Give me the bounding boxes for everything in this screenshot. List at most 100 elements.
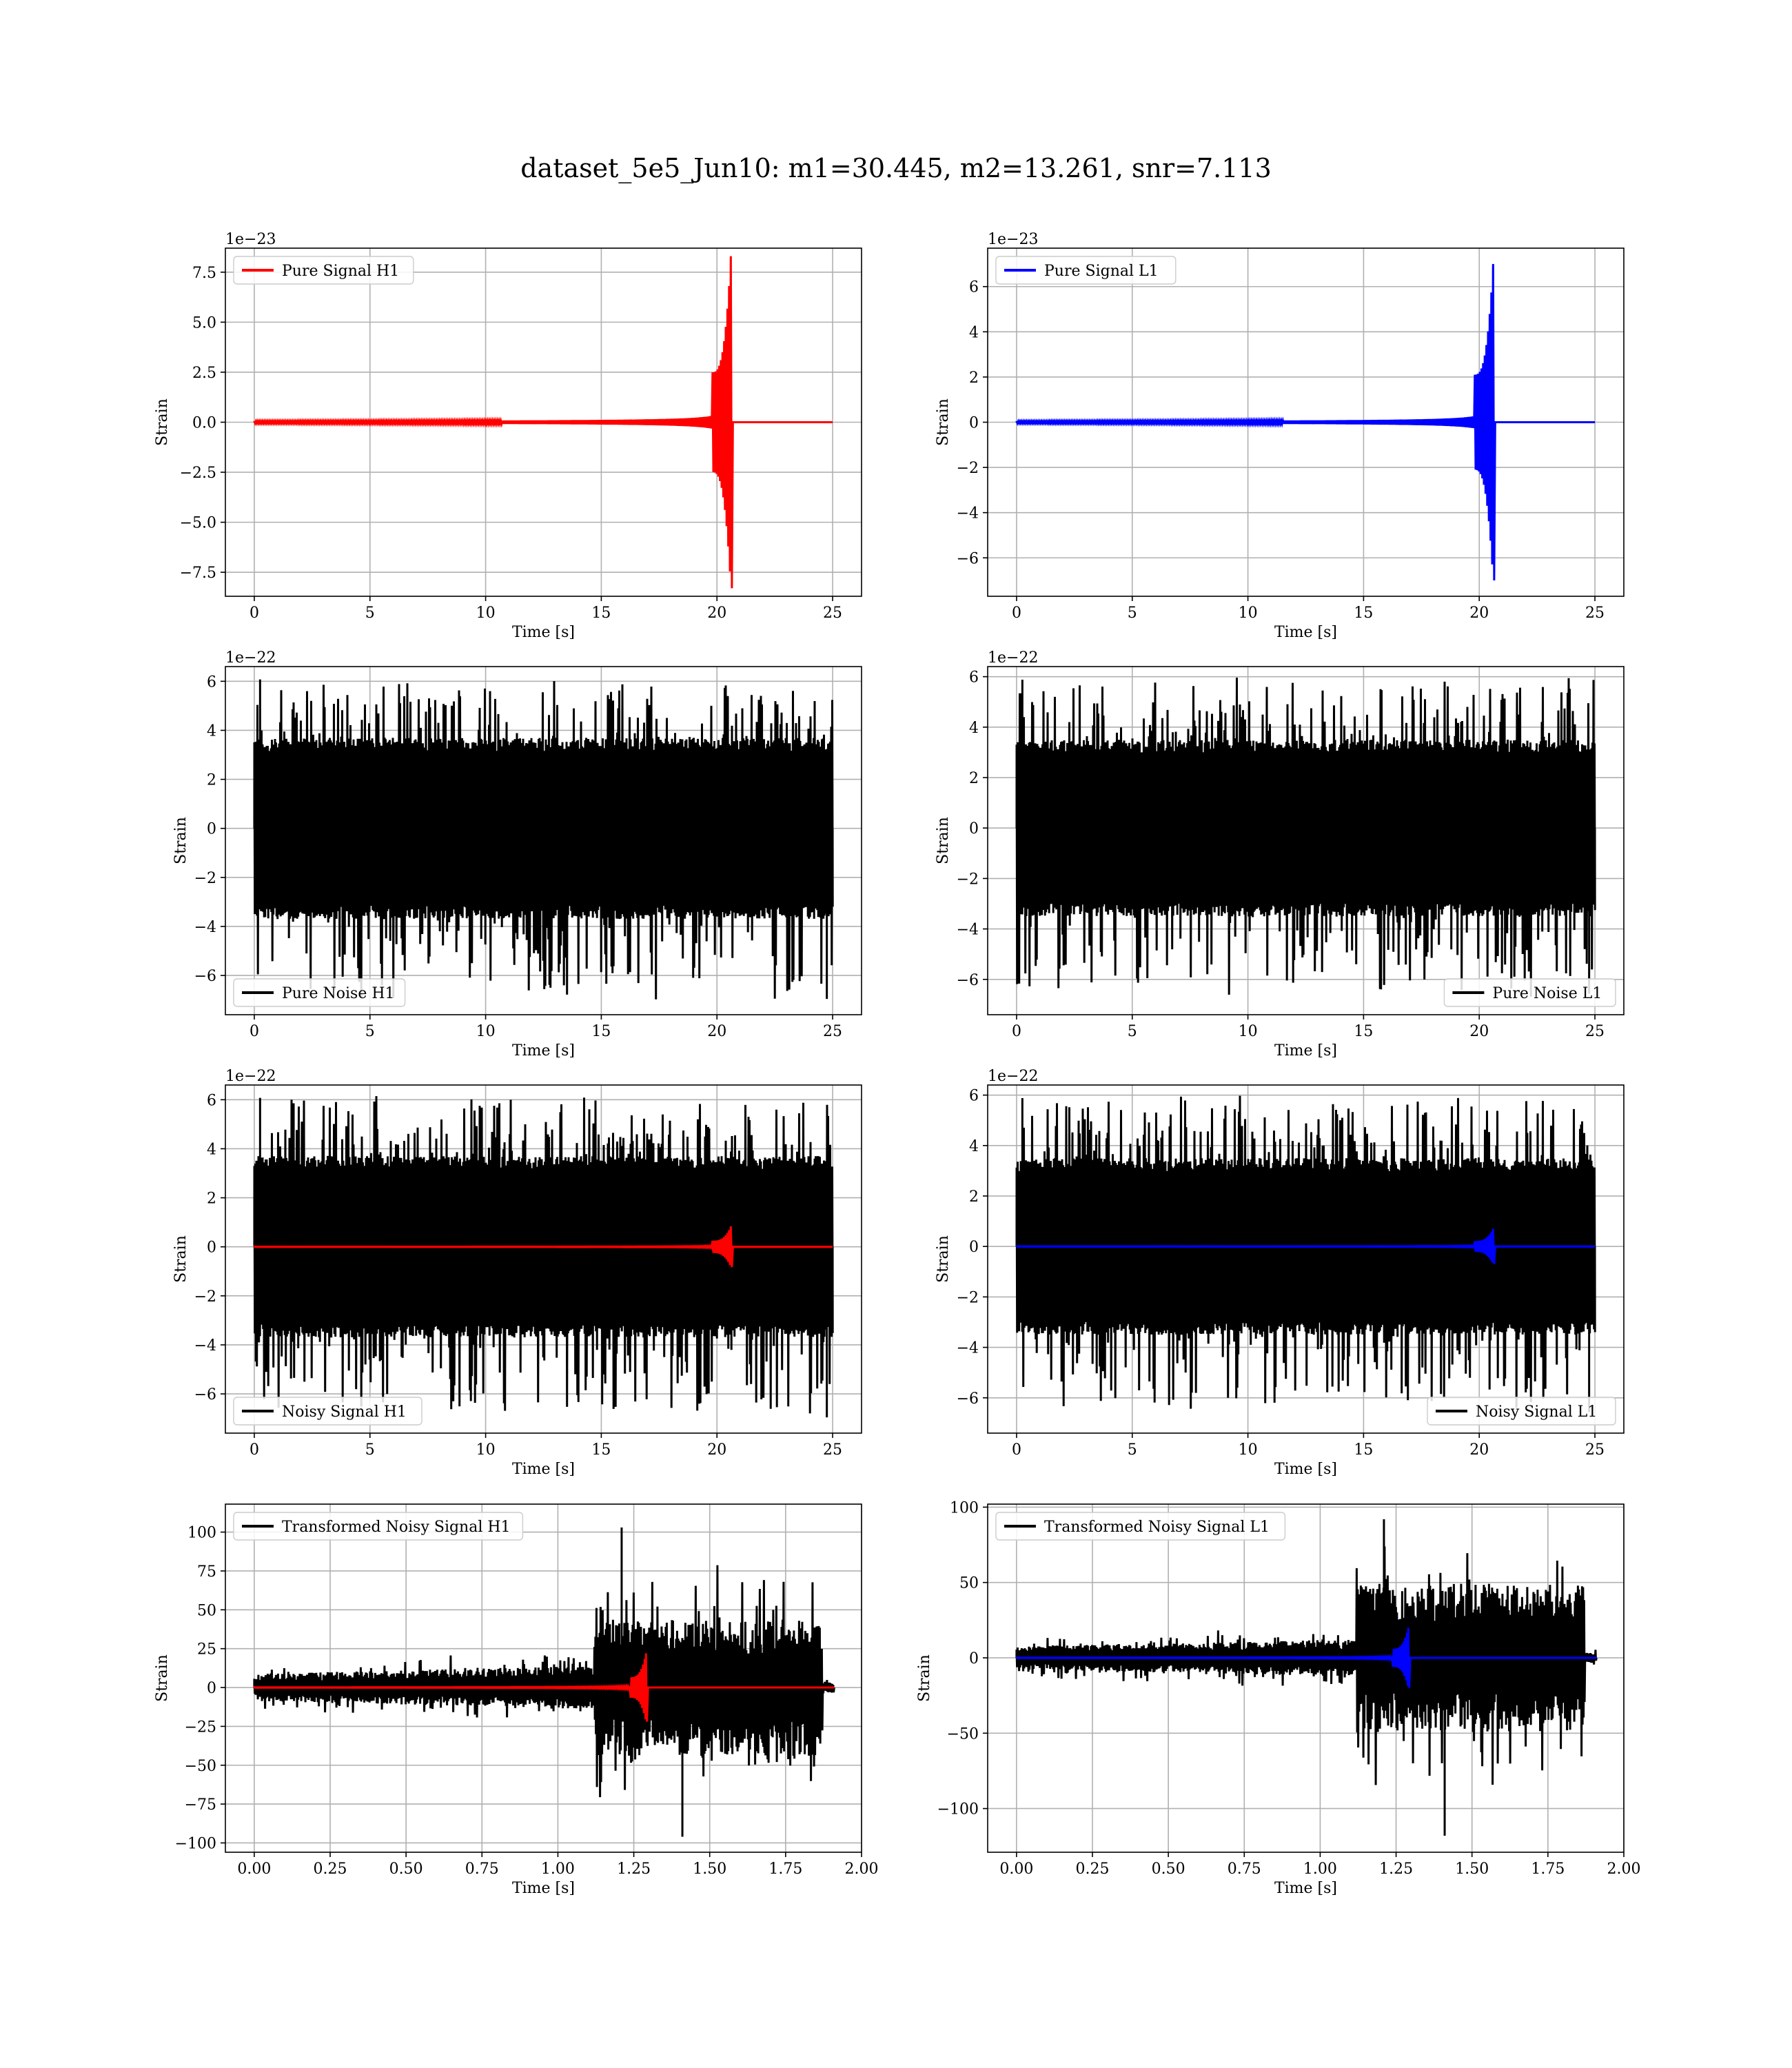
x-tick-label: 5 [1128, 1023, 1137, 1040]
y-tick-label: 6 [969, 1088, 979, 1105]
y-axis-label: Strain [916, 1654, 933, 1702]
axis-offset-label: 1e−23 [988, 231, 1038, 248]
axes-frame [225, 1084, 862, 1434]
chart-noisy-signal-h1: 0 5 10 15 20 25 −6 −4 −2 0 2 4 6 Time [s] Strain 1e−22 N… [172, 1068, 862, 1478]
y-tick-label: −2 [194, 1288, 216, 1306]
y-tick-label: −75 [185, 1796, 216, 1814]
y-tick-label: −2 [194, 870, 216, 887]
y-axis-label: Strain [935, 1235, 952, 1283]
y-tick-label: −4 [957, 1340, 979, 1357]
y-tick-label: −2 [957, 460, 979, 477]
x-tick-label: 20 [707, 1023, 726, 1040]
x-tick-label: 25 [823, 1441, 842, 1459]
x-tick-label: 25 [823, 605, 842, 622]
x-tick-label: 25 [823, 1023, 842, 1040]
y-tick-label: 0 [969, 1239, 979, 1256]
x-tick-label: 5 [1128, 1441, 1137, 1459]
chart-pure-signal-l1: 0 5 10 15 20 25 −6 −4 −2 0 2 4 6 Time [s] Strain 1e−23 P… [935, 231, 1625, 641]
x-tick-label: 15 [1354, 605, 1373, 622]
legend-label: Pure Signal H1 [282, 263, 399, 280]
x-axis-label: Time [s] [1274, 1880, 1337, 1897]
x-tick-label: 0.00 [237, 1861, 271, 1878]
x-tick-label: 1.25 [617, 1861, 651, 1878]
y-tick-label: 0 [207, 1239, 216, 1257]
axis-offset-label: 1e−22 [225, 1068, 276, 1085]
legend: Pure Signal L1 [995, 256, 1177, 285]
plot-area [253, 256, 833, 589]
y-tick-label: 0 [969, 415, 979, 432]
x-tick-label: 0.75 [1228, 1861, 1261, 1878]
y-tick-label: 4 [969, 324, 979, 341]
series-pure-noise-h1 [253, 680, 834, 1000]
x-tick-label: 1.75 [1531, 1861, 1565, 1878]
axes-frame [225, 1503, 862, 1853]
x-tick-label: 0 [1012, 1441, 1021, 1459]
x-tick-label: 1.00 [541, 1861, 575, 1878]
y-tick-label: 100 [950, 1499, 979, 1517]
x-tick-label: 0 [1012, 605, 1021, 622]
x-tick-label: 10 [1239, 605, 1258, 622]
y-tick-label: −6 [194, 1386, 216, 1403]
legend-label: Pure Noise L1 [1492, 985, 1602, 1002]
legend-label: Noisy Signal L1 [1476, 1403, 1597, 1421]
y-tick-label: 2 [207, 1190, 216, 1208]
x-tick-label: 25 [1585, 1441, 1605, 1459]
y-tick-label: −100 [937, 1801, 979, 1818]
chart-transformed-noisy-signal-l1: 0.00 0.25 0.50 0.75 1.00 1.25 1.50 1.75 2.00 −100… [916, 1499, 1640, 1897]
y-axis-label: Strain [172, 817, 190, 864]
x-tick-label: 10 [476, 1023, 496, 1040]
plot-area [1015, 1095, 1596, 1412]
chart-noisy-signal-l1: 0 5 10 15 20 25 −6 −4 −2 0 2 4 6 Time [s] Strain 1e−22 N… [935, 1068, 1625, 1478]
y-tick-label: 2.5 [192, 365, 216, 382]
y-tick-label: 25 [197, 1641, 216, 1659]
y-tick-label: −4 [957, 922, 979, 939]
x-axis-label: Time [s] [1274, 624, 1337, 641]
x-axis-label: Time [s] [512, 624, 575, 641]
x-tick-label: 15 [1354, 1023, 1373, 1040]
y-tick-label: −2 [957, 871, 979, 888]
x-tick-label: 2.00 [845, 1861, 879, 1878]
chart-transformed-noisy-signal-h1: 0.00 0.25 0.50 0.75 1.00 1.25 1.50 1.75 2.00 −100… [154, 1503, 879, 1897]
y-tick-label: 2 [969, 1188, 979, 1206]
x-tick-label: 20 [707, 605, 726, 622]
y-tick-label: −25 [185, 1719, 216, 1736]
plot-area [1015, 263, 1596, 581]
x-tick-label: 25 [1585, 1023, 1605, 1040]
axis-offset-label: 1e−23 [225, 231, 276, 248]
legend: Pure Noise H1 [233, 978, 406, 1007]
x-tick-label: 1.50 [693, 1861, 726, 1878]
x-tick-label: 10 [476, 605, 496, 622]
plot-area [253, 679, 834, 1000]
legend-frame [1427, 1397, 1616, 1426]
legend-frame [233, 256, 414, 285]
x-tick-label: 15 [1354, 1441, 1373, 1459]
x-tick-label: 5 [1128, 605, 1137, 622]
y-tick-label: −50 [947, 1725, 979, 1743]
y-axis-label: Strain [172, 1235, 190, 1283]
y-tick-label: 6 [969, 279, 979, 296]
y-axis-label: Strain [935, 817, 952, 864]
axes-frame [987, 1084, 1625, 1434]
x-tick-label: 20 [1469, 1023, 1489, 1040]
y-tick-label: −100 [175, 1835, 216, 1852]
series-noisy-signal-l1 [1015, 1095, 1596, 1409]
plot-area [253, 1096, 834, 1418]
y-axis-label: Strain [935, 398, 952, 446]
x-tick-label: 25 [1585, 605, 1605, 622]
plot-area [253, 1527, 835, 1837]
y-tick-label: 2 [969, 369, 979, 387]
plot-area [1015, 1519, 1598, 1836]
legend: Noisy Signal H1 [233, 1397, 422, 1426]
legend-label: Transformed Noisy Signal L1 [1044, 1519, 1270, 1536]
y-tick-label: 6 [207, 1092, 216, 1109]
x-tick-label: 15 [591, 1441, 611, 1459]
legend: Transformed Noisy Signal L1 [995, 1512, 1286, 1541]
axis-offset-label: 1e−22 [225, 649, 276, 667]
y-tick-label: 4 [969, 1138, 979, 1155]
x-tick-label: 15 [591, 1023, 611, 1040]
y-tick-label: −5.0 [180, 515, 216, 532]
x-tick-label: 0.50 [1152, 1861, 1185, 1878]
y-tick-label: −6 [957, 972, 979, 989]
y-tick-label: −2 [957, 1289, 979, 1306]
